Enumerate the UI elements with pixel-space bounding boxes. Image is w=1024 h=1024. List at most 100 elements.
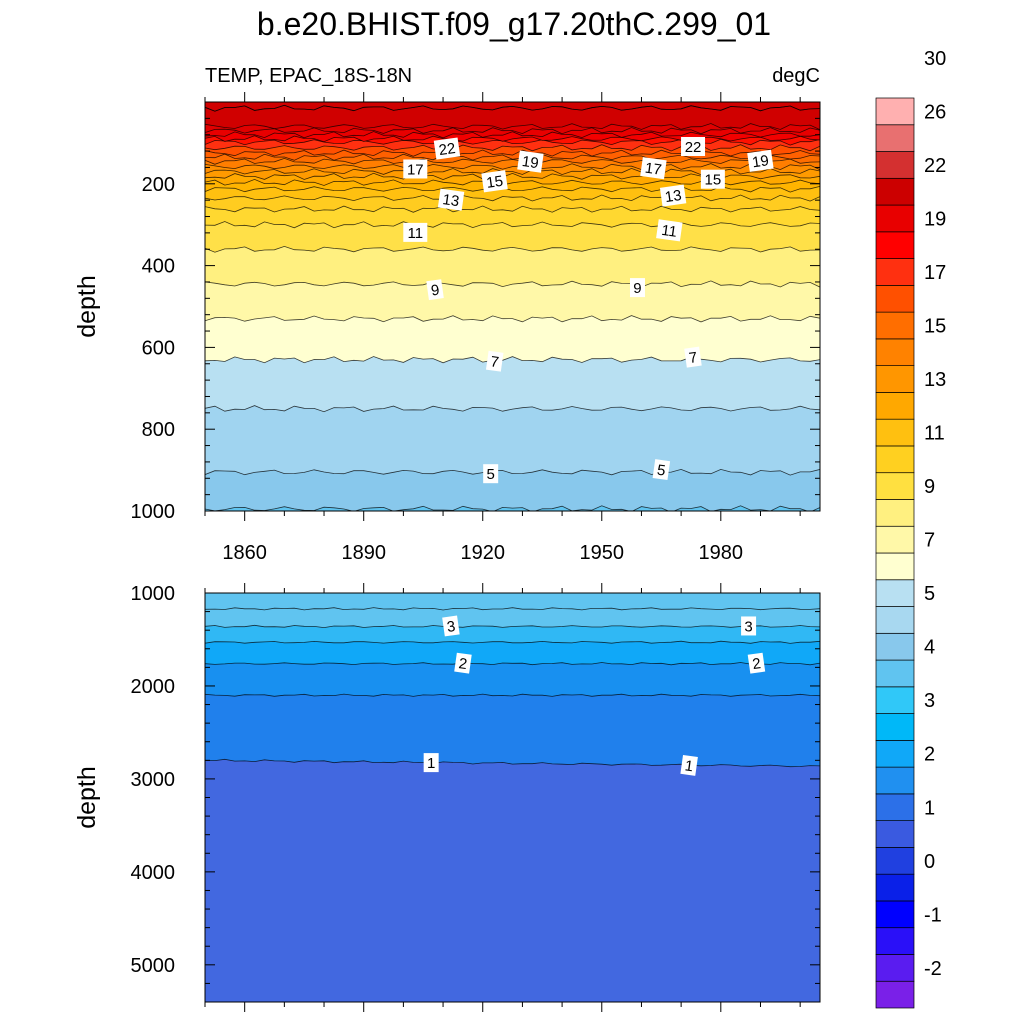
colorbar-cell <box>875 793 915 821</box>
colorbar-cell <box>875 552 915 581</box>
contour-line-23 <box>205 138 820 146</box>
contour-label-text: 19 <box>751 152 770 171</box>
contour-line-6 <box>205 405 820 413</box>
contour-line-21 <box>205 149 820 157</box>
contour-label-box <box>640 157 667 180</box>
contour-line-2 <box>205 693 820 697</box>
contour-line-28 <box>205 104 820 112</box>
contour-label: 2 <box>454 652 472 674</box>
colorbar-cell <box>875 659 915 688</box>
contour-label: 13 <box>437 188 465 211</box>
colorbar-cell <box>875 177 915 206</box>
colorbar-cell <box>875 713 915 741</box>
colorbar-label: 15 <box>924 316 946 338</box>
x-tick-label: 1950 <box>580 542 625 564</box>
contour-label-box <box>437 188 465 211</box>
contour-label-box <box>426 279 444 301</box>
contour-label-text: 13 <box>441 191 460 210</box>
colorbar-label: 4 <box>924 637 935 659</box>
contour-label: 17 <box>640 157 667 180</box>
left-subtitle: TEMP, EPAC_18S-18N <box>205 65 412 87</box>
colorbar-label: 17 <box>924 262 946 284</box>
contour-label: 19 <box>517 150 544 173</box>
contour-label: 1 <box>423 753 439 773</box>
contour-label: 11 <box>656 219 683 242</box>
contour-label-box <box>481 170 508 193</box>
contour-label: 9 <box>426 279 444 301</box>
colorbar-cell <box>875 632 915 661</box>
colorbar-cell <box>875 980 915 1009</box>
contour-label-box <box>741 616 757 636</box>
colorbar-cell <box>875 740 915 768</box>
contour-fills <box>205 102 820 511</box>
contour-line-27 <box>205 123 820 131</box>
contour-label: 1 <box>680 754 698 776</box>
colorbar-cell <box>875 820 915 848</box>
contour-label: 3 <box>442 615 460 637</box>
contour-line-5 <box>205 468 820 476</box>
colorbar-cell <box>875 258 915 286</box>
contour-label-text: 22 <box>685 139 702 156</box>
contour-line-4 <box>205 505 820 511</box>
colorbar-label: 19 <box>924 208 946 230</box>
colorbar-label: -2 <box>924 958 942 980</box>
contour-label-text: 22 <box>438 140 457 159</box>
contour-label-text: 9 <box>633 280 641 297</box>
contour-label-box <box>681 136 706 156</box>
contour-line-18 <box>205 163 820 171</box>
contour-label-text: 3 <box>446 618 457 636</box>
chart-title: b.e20.BHIST.f09_g17.20thC.299_01 <box>257 6 771 42</box>
contour-label-text: 11 <box>408 225 424 242</box>
upper-panel: 22 22 19 19 17 17 15 15 13 13 11 11 9 9 7 7 5 5 200 400 600 8… <box>73 92 821 564</box>
x-tick-label: 1980 <box>699 542 744 564</box>
colorbar-label: 13 <box>924 369 946 391</box>
colorbar-cell <box>875 472 915 500</box>
contour-label: 13 <box>659 184 687 207</box>
contour-label-text: 15 <box>705 172 722 189</box>
colorbar-label: 5 <box>924 583 935 605</box>
contour-line-8 <box>205 315 820 323</box>
contour-label-box <box>423 753 439 773</box>
colorbar-label: 11 <box>924 423 945 445</box>
contour-line-22 <box>205 144 820 152</box>
contour-label-box <box>629 278 645 298</box>
colorbar-cell <box>875 97 915 126</box>
x-tick-label: 1860 <box>222 542 267 564</box>
contour-line-12 <box>205 205 820 213</box>
y-tick-label: 4000 <box>131 862 176 884</box>
contour-label-box <box>747 652 766 674</box>
contour-line-20 <box>205 153 820 161</box>
colorbar-cell <box>875 231 915 259</box>
contour-label: 5 <box>483 464 499 484</box>
contour-label: 15 <box>700 169 725 189</box>
contour-line-13 <box>205 194 820 202</box>
contour-label-text: 17 <box>407 161 424 178</box>
colorbar-label: 2 <box>924 744 935 766</box>
contour-label: 19 <box>747 149 774 172</box>
colorbar-label: 0 <box>924 851 935 873</box>
contour-label: 9 <box>629 278 645 298</box>
colorbar-cell <box>875 927 915 955</box>
contour-label-text: 11 <box>660 222 678 241</box>
contour-label-box <box>684 346 702 368</box>
contour-line-24 <box>205 135 820 143</box>
y-tick-label: 200 <box>142 174 175 196</box>
colorbar-cell <box>875 445 915 474</box>
y-axis-title: depth <box>73 766 101 829</box>
contour-label-box <box>483 464 499 484</box>
contour-line-4 <box>205 607 820 611</box>
contour-label-text: 2 <box>458 655 469 673</box>
y-axis-title: depth <box>73 275 101 338</box>
right-subtitle: degC <box>772 65 820 87</box>
contour-line-1-5 <box>205 758 820 768</box>
colorbar-cell <box>875 338 915 366</box>
lower-panel: 3 3 2 2 1 1 1000 2000 3000 4000 5000 depth <box>73 583 821 1012</box>
contour-label-box <box>454 652 472 674</box>
colorbar-cell <box>875 285 915 313</box>
colorbar-cell <box>875 579 915 607</box>
x-tick-label: 1920 <box>460 542 505 564</box>
x-tick-label: 1890 <box>341 542 386 564</box>
contour-label-box <box>659 184 687 207</box>
contour-label: 15 <box>481 170 508 193</box>
